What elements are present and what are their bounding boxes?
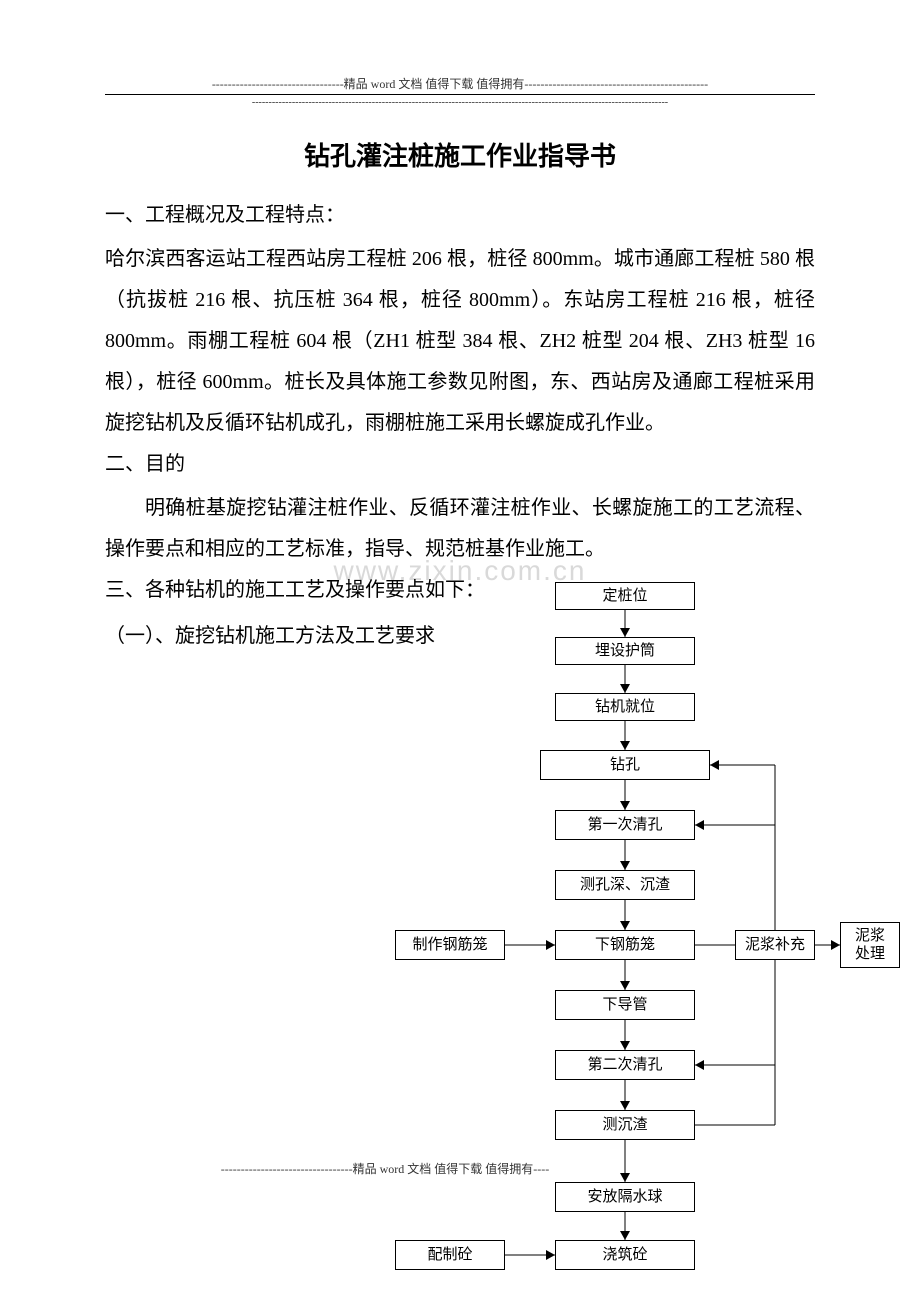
flow-node-nr2: 泥浆 处理 — [840, 922, 900, 968]
flow-node-n10: 测沉渣 — [555, 1110, 695, 1140]
footer-line: ---------------------------------精品 word… — [105, 1160, 665, 1177]
header-rule-1 — [105, 94, 815, 95]
section-2-body: 明确桩基旋挖钻灌注桩作业、反循环灌注桩作业、长螺旋施工的工艺流程、操作要点和相应… — [105, 488, 815, 570]
section-1-head: 一、工程概况及工程特点： — [105, 195, 815, 235]
flow-node-n3: 钻机就位 — [555, 693, 695, 721]
flow-node-n4: 钻孔 — [540, 750, 710, 780]
flow-node-n12: 浇筑砼 — [555, 1240, 695, 1270]
flow-node-n7: 下钢筋笼 — [555, 930, 695, 960]
flow-node-n11: 安放隔水球 — [555, 1182, 695, 1212]
section-1-body: 哈尔滨西客运站工程西站房工程桩 206 根，桩径 800mm。城市通廊工程桩 5… — [105, 239, 815, 444]
section-3-head: 三、各种钻机的施工工艺及操作要点如下： — [105, 570, 815, 610]
flow-node-n12l: 配制砼 — [395, 1240, 505, 1270]
header-line-1: ---------------------------------精品 word… — [105, 75, 815, 92]
section-3-sub1: （一）、旋挖钻机施工方法及工艺要求 — [105, 616, 815, 657]
flow-node-n8: 下导管 — [555, 990, 695, 1020]
flow-node-n5: 第一次清孔 — [555, 810, 695, 840]
page: ---------------------------------精品 word… — [0, 0, 920, 657]
header-line-2: ----------------------------------------… — [105, 97, 815, 108]
doc-title: 钻孔灌注桩施工作业指导书 — [105, 136, 815, 173]
flow-node-n6: 测孔深、沉渣 — [555, 870, 695, 900]
flow-node-nr1: 泥浆补充 — [735, 930, 815, 960]
flow-node-n7l: 制作钢筋笼 — [395, 930, 505, 960]
section-2-head: 二、目的 — [105, 444, 815, 484]
flow-node-n9: 第二次清孔 — [555, 1050, 695, 1080]
